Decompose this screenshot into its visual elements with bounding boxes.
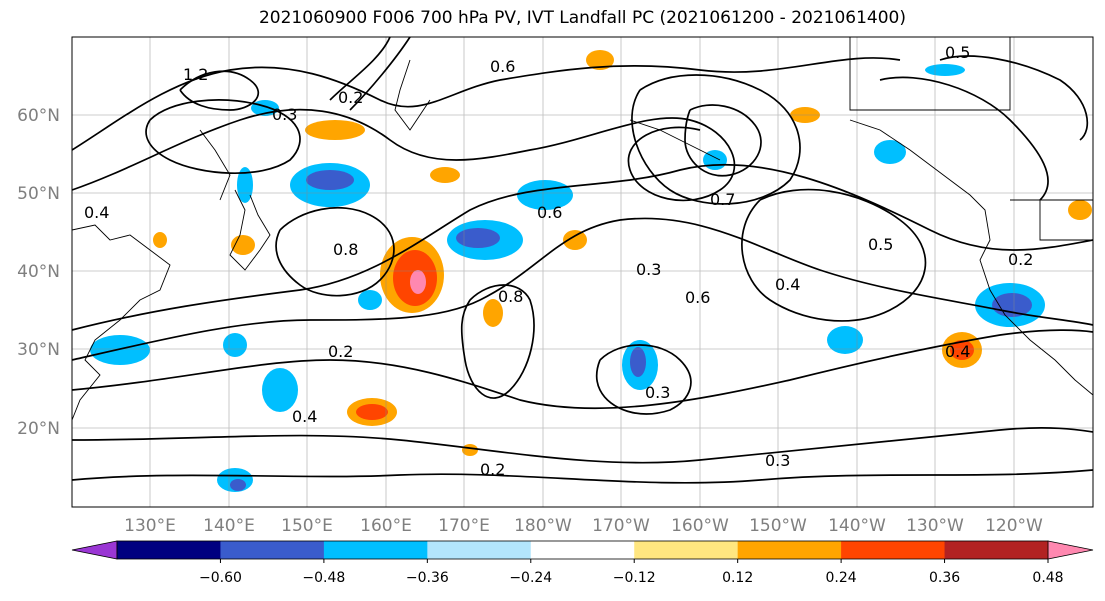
contour-label: 0.3: [765, 451, 790, 470]
contour-labels: 1.2 0.5 0.3 0.2 0.6 0.7 0.4 0.8 0.3 0.6 …: [84, 43, 1033, 479]
lon-label: 130°E: [124, 516, 176, 536]
contour-label: 0.6: [537, 203, 562, 222]
contour-label: 0.6: [490, 57, 515, 76]
lat-label: 40°N: [17, 262, 60, 282]
lon-label: 150°W: [749, 516, 807, 536]
contour-label: 1.2: [183, 65, 208, 84]
latitude-labels: 60°N 50°N 40°N 30°N 20°N: [17, 106, 60, 439]
colorbar-segment: [944, 541, 1049, 559]
colorbar-segment: [530, 541, 635, 559]
colorbar-frame: [116, 540, 1049, 560]
contour-label: 0.2: [1008, 250, 1033, 269]
contour-label: 0.8: [333, 240, 358, 259]
colorbar-tick-label: −0.60: [199, 570, 242, 586]
colorbar-segment: [634, 541, 739, 559]
contour-label: 0.4: [775, 275, 800, 294]
lon-label: 130°W: [906, 516, 964, 536]
lon-label: 120°W: [985, 516, 1043, 536]
lat-label: 30°N: [17, 340, 60, 360]
colorbar-segment: [220, 541, 325, 559]
contour-label: 0.6: [685, 288, 710, 307]
lat-label: 60°N: [17, 106, 60, 126]
contour-label: 0.3: [636, 260, 661, 279]
contour-label: 0.4: [945, 342, 970, 361]
contour-label: 0.5: [945, 43, 970, 62]
lon-label: 180°W: [514, 516, 572, 536]
colorbar-segment: [841, 541, 946, 559]
lon-label: 160°E: [360, 516, 412, 536]
lon-label: 150°E: [281, 516, 333, 536]
contour-label: 0.3: [645, 383, 670, 402]
colorbar: −0.60 −0.48 −0.36 −0.24 −0.12 0.12 0.24 0.36 0.4…: [71, 540, 1094, 586]
contours: [71, 36, 1094, 484]
lon-label: 160°W: [671, 516, 729, 536]
colorbar-segment: [737, 541, 842, 559]
colorbar-tick-label: −0.12: [613, 570, 656, 586]
colorbar-tick-label: −0.24: [509, 570, 552, 586]
colorbar-segment: [323, 541, 428, 559]
colorbar-tick-label: −0.48: [302, 570, 345, 586]
lon-label: 170°E: [438, 516, 490, 536]
map-frame: [71, 36, 1094, 508]
contour-label: 0.7: [710, 190, 735, 209]
colorbar-segment: [117, 541, 221, 559]
longitude-labels: 130°E 140°E 150°E 160°E 170°E 180°W 170°…: [124, 516, 1043, 536]
colorbar-tick-label: −0.36: [406, 570, 449, 586]
lat-label: 50°N: [17, 184, 60, 204]
lat-label: 20°N: [17, 419, 60, 439]
colorbar-tick-label: 0.12: [722, 570, 753, 586]
colorbar-tick-label: 0.48: [1032, 570, 1063, 586]
colorbar-tick-label: 0.36: [929, 570, 960, 586]
colorbar-extend-left: [71, 540, 118, 560]
contour-label: 0.4: [84, 203, 109, 222]
shaded-anomalies: [90, 50, 1092, 492]
contour-label: 0.5: [868, 235, 893, 254]
contour-label: 0.4: [292, 407, 317, 426]
contour-label: 0.2: [328, 342, 353, 361]
coastlines: [71, 37, 1094, 421]
negative-anomaly-region: [90, 64, 1045, 492]
contour-label: 0.2: [480, 460, 505, 479]
lon-label: 170°W: [592, 516, 650, 536]
colorbar-extend-right: [1047, 540, 1094, 560]
contour-label: 0.2: [338, 88, 363, 107]
map-title: 2021060900 F006 700 hPa PV, IVT Landfall…: [258, 8, 906, 28]
graticule: [72, 37, 1093, 507]
contour-label: 0.3: [272, 105, 297, 124]
lon-label: 140°E: [203, 516, 255, 536]
colorbar-tick-label: 0.24: [826, 570, 857, 586]
colorbar-segment: [427, 541, 532, 559]
contour-label: 0.8: [498, 287, 523, 306]
lon-label: 140°W: [828, 516, 886, 536]
